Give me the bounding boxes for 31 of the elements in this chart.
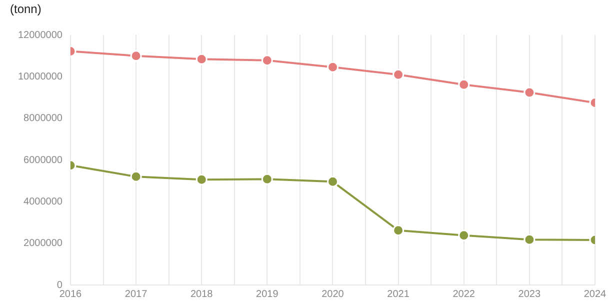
point xyxy=(458,230,470,242)
point xyxy=(326,61,338,73)
y-tick-label: 10000000 xyxy=(18,71,63,82)
y-axis-title: (tonn) xyxy=(10,2,42,16)
point xyxy=(326,176,338,188)
point xyxy=(458,78,470,90)
x-tick-label: 2016 xyxy=(59,288,82,300)
point xyxy=(524,86,536,98)
x-tick-label: 2020 xyxy=(322,288,344,300)
point xyxy=(392,224,404,236)
point xyxy=(130,50,142,62)
y-tick-label: 0 xyxy=(56,280,63,291)
x-tick-label: 2021 xyxy=(387,288,410,300)
x-tick-label: 2017 xyxy=(124,288,148,300)
y-tick-label: 4000000 xyxy=(24,196,63,208)
x-tick-label: 2022 xyxy=(452,288,476,300)
y-tick-label: 2000000 xyxy=(24,238,63,250)
y-tick-label: 6000000 xyxy=(24,154,63,166)
point xyxy=(261,173,273,185)
x-tick-label: 2018 xyxy=(190,288,214,300)
y-tick-label: 8000000 xyxy=(24,113,63,124)
point xyxy=(196,53,208,65)
x-tick-label: 2019 xyxy=(256,288,279,300)
point xyxy=(196,174,208,186)
x-tick-label: 2023 xyxy=(518,288,541,300)
point xyxy=(524,234,536,246)
y-tick-label: 12000000 xyxy=(18,30,63,41)
point xyxy=(392,68,404,80)
x-tick-label: 2024 xyxy=(584,288,607,300)
point xyxy=(261,54,273,66)
point xyxy=(130,170,142,182)
